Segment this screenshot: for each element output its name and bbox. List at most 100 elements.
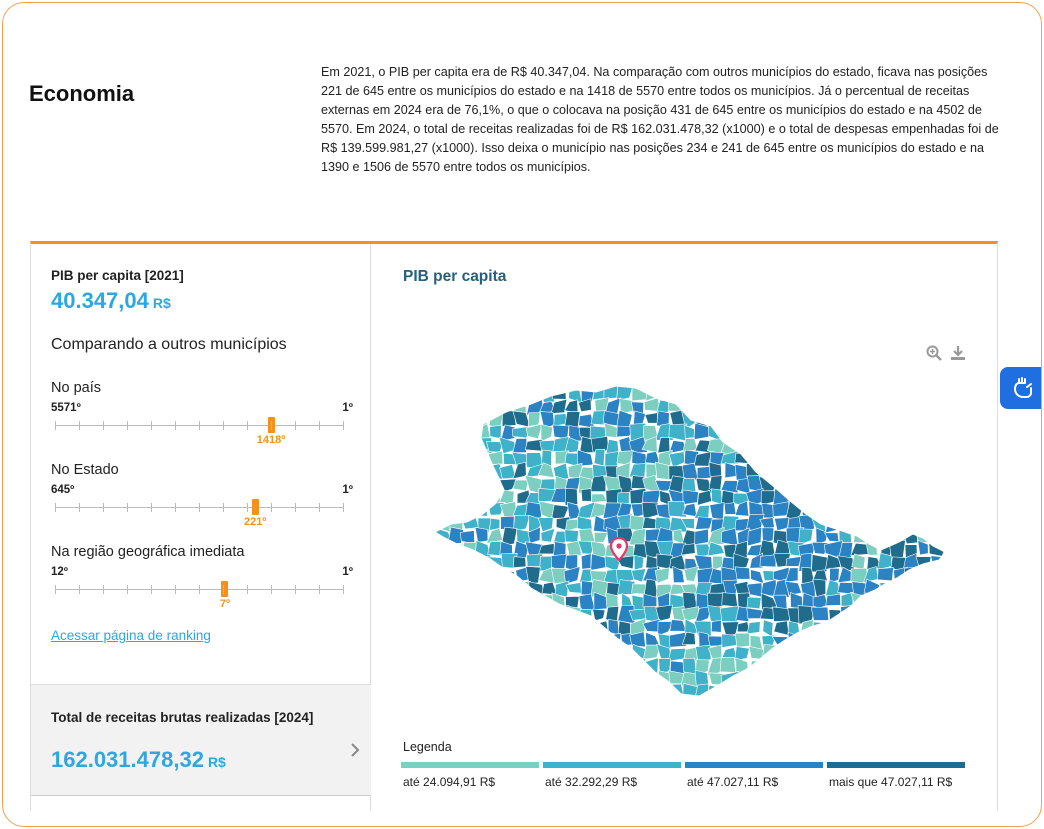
municipality-shape [512, 591, 528, 612]
municipality-shape [435, 541, 452, 557]
municipality-shape [707, 414, 727, 426]
municipality-shape [864, 514, 881, 533]
municipality-shape [759, 409, 778, 429]
accessibility-button[interactable] [1000, 367, 1041, 409]
municipality-shape [943, 697, 959, 714]
municipality-shape [513, 622, 527, 637]
municipality-shape [721, 527, 739, 546]
municipality-shape [787, 687, 800, 696]
municipality-shape [850, 619, 869, 637]
municipality-shape [967, 516, 971, 527]
municipality-shape [801, 490, 815, 507]
municipality-shape [927, 582, 944, 597]
municipality-shape [411, 660, 427, 672]
municipality-shape [411, 477, 424, 493]
municipality-shape [824, 474, 842, 492]
choropleth-map[interactable] [411, 374, 971, 714]
municipality-shape [618, 698, 635, 714]
municipality-shape [942, 566, 945, 585]
municipality-shape [906, 672, 919, 686]
municipality-shape [435, 622, 439, 635]
municipality-shape [915, 411, 934, 430]
municipality-shape [825, 630, 843, 650]
municipality-shape [888, 425, 909, 443]
rank-min: 5571º [51, 402, 81, 414]
municipality-shape [915, 490, 933, 505]
zoom-icon[interactable] [925, 344, 943, 362]
municipality-shape [411, 593, 423, 610]
municipality-shape [459, 671, 479, 687]
municipality-shape [838, 374, 852, 385]
municipality-shape [435, 618, 454, 633]
municipality-shape [955, 674, 971, 687]
municipality-shape [849, 466, 870, 479]
municipality-shape [696, 386, 713, 403]
rank-min: 645º [51, 484, 75, 496]
municipality-shape [970, 696, 971, 714]
municipality-shape [512, 426, 531, 439]
municipality-shape [446, 647, 466, 663]
municipality-shape [865, 396, 878, 417]
municipality-shape [891, 516, 908, 534]
municipality-shape [772, 423, 791, 440]
municipality-shape [968, 579, 971, 596]
municipality-shape [551, 386, 570, 389]
municipality-shape [629, 712, 644, 714]
municipality-shape [437, 409, 453, 427]
municipality-shape [411, 611, 425, 622]
municipality-shape [435, 412, 440, 430]
municipality-shape [411, 414, 424, 425]
municipality-shape [682, 698, 694, 712]
municipality-shape [655, 604, 673, 622]
municipality-shape [812, 578, 827, 598]
municipality-shape [852, 375, 868, 385]
municipality-shape [656, 685, 673, 696]
municipality-shape [942, 400, 945, 414]
indicator-card-receitas[interactable]: Total de receitas brutas realizadas [202… [31, 684, 371, 796]
rank-tick [223, 503, 224, 512]
municipality-shape [539, 439, 557, 454]
municipality-shape [474, 526, 489, 543]
municipality-shape [947, 636, 958, 645]
municipality-shape [734, 500, 750, 517]
municipality-shape [903, 514, 919, 534]
municipality-shape [904, 436, 922, 455]
municipality-shape [735, 606, 750, 622]
municipality-shape [772, 606, 791, 622]
municipality-shape [436, 477, 453, 495]
municipality-shape [968, 683, 971, 701]
municipality-shape [798, 412, 816, 428]
municipality-shape [928, 386, 945, 391]
rank-tick [199, 585, 200, 594]
municipality-shape [928, 709, 941, 714]
municipality-shape [592, 674, 609, 689]
municipality-shape [759, 697, 775, 713]
municipality-shape [435, 386, 454, 391]
municipality-shape [708, 386, 725, 388]
municipality-shape [918, 386, 935, 402]
municipality-shape [435, 478, 440, 492]
municipality-shape [958, 528, 971, 543]
municipality-shape [527, 412, 541, 427]
legend-item: até 24.094,91 R$ [401, 762, 541, 802]
ranking-page-link[interactable]: Acessar página de ranking [51, 628, 211, 643]
municipality-shape [748, 699, 764, 714]
rank-marker [221, 581, 229, 597]
municipality-shape [513, 670, 531, 690]
rank-tick [343, 421, 344, 430]
municipality-shape [411, 374, 424, 389]
map-toolbar [925, 344, 969, 362]
municipality-shape [854, 673, 868, 688]
municipality-shape [581, 553, 592, 570]
municipality-shape [693, 422, 713, 440]
municipality-shape [749, 712, 763, 714]
municipality-shape [719, 657, 736, 673]
municipality-shape [709, 400, 724, 415]
municipality-shape [916, 463, 935, 481]
download-icon[interactable] [949, 344, 967, 362]
municipality-shape [836, 427, 857, 442]
municipality-shape [905, 386, 920, 387]
municipality-shape [941, 595, 945, 610]
indicator-value: 40.347,04 R$ [51, 288, 171, 314]
municipality-shape [901, 475, 921, 494]
